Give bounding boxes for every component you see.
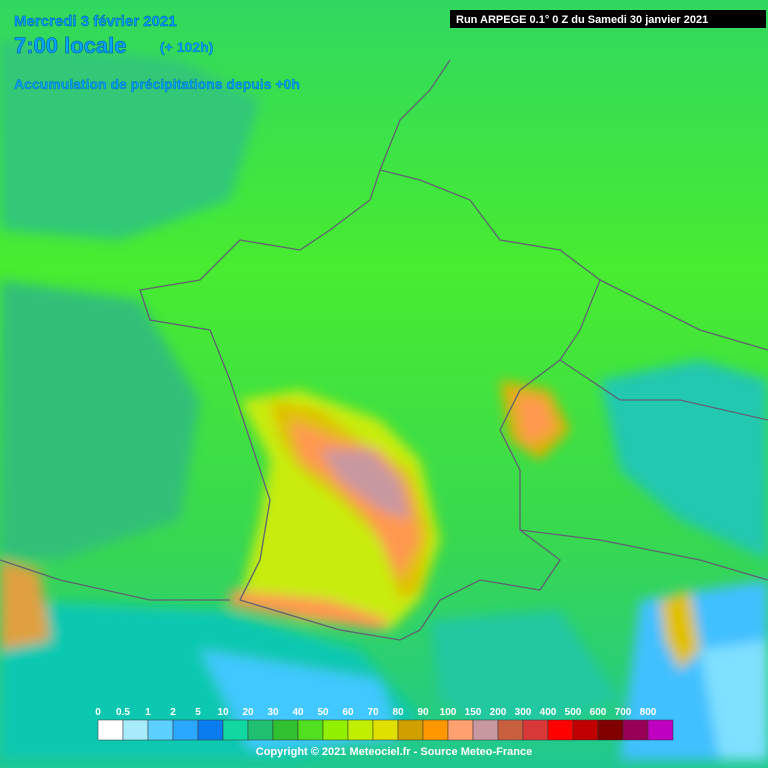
legend-swatch — [472, 719, 499, 741]
legend-label: 80 — [392, 707, 404, 718]
legend-label: 0 — [95, 707, 101, 718]
run-label: Run ARPEGE 0.1° 0 Z du Samedi 30 janvier… — [456, 14, 708, 26]
legend-swatch — [522, 719, 549, 741]
legend-label: 10 — [217, 707, 229, 718]
legend-swatch — [397, 719, 424, 741]
legend-label: 1 — [145, 707, 151, 718]
precip-field — [0, 40, 768, 760]
legend-label: 200 — [490, 707, 507, 718]
legend-swatch — [272, 719, 299, 741]
legend-swatch — [297, 719, 324, 741]
legend-swatch — [622, 719, 649, 741]
legend-swatch — [197, 719, 224, 741]
forecast-time: 7:00 locale — [14, 33, 127, 58]
legend-label: 40 — [292, 707, 304, 718]
legend-label: 100 — [440, 707, 457, 718]
legend-label: 500 — [565, 707, 582, 718]
legend-label: 60 — [342, 707, 354, 718]
legend-swatch — [122, 719, 149, 741]
legend-label: 150 — [465, 707, 482, 718]
legend-label: 5 — [195, 707, 201, 718]
legend-swatch — [572, 719, 599, 741]
forecast-date: Mercredi 3 février 2021 — [14, 13, 177, 30]
legend-label: 600 — [590, 707, 607, 718]
legend-label: 2 — [170, 707, 176, 718]
legend-swatch — [597, 719, 624, 741]
legend-swatch — [322, 719, 349, 741]
legend-swatch — [497, 719, 524, 741]
legend-label: 50 — [317, 707, 329, 718]
legend-swatch — [222, 719, 249, 741]
run-box — [450, 10, 766, 28]
legend-swatch — [147, 719, 174, 741]
legend-swatch — [547, 719, 574, 741]
borders — [0, 59, 768, 641]
legend-swatch — [647, 719, 674, 741]
map-subtitle: Accumulation de précipitations depuis +0… — [14, 76, 300, 92]
legend-swatch — [447, 719, 474, 741]
legend-label: 0.5 — [116, 707, 130, 718]
legend-swatch — [172, 719, 199, 741]
legend-swatch — [347, 719, 374, 741]
legend-swatch — [422, 719, 449, 741]
legend-label: 700 — [615, 707, 632, 718]
legend-label: 20 — [242, 707, 254, 718]
lead-time: (+ 102h) — [160, 39, 213, 55]
legend-swatch — [97, 719, 124, 741]
legend-swatch — [372, 719, 399, 741]
copyright: Copyright © 2021 Meteociel.fr - Source M… — [256, 746, 532, 758]
legend-label: 30 — [267, 707, 279, 718]
legend-label: 70 — [367, 707, 379, 718]
legend: 0 0.5 1 2 5 10 20 30 40 50 60 70 80 90 100 150 200 300 400… — [95, 707, 674, 741]
legend-label: 90 — [417, 707, 429, 718]
legend-label: 400 — [540, 707, 557, 718]
legend-swatch — [247, 719, 274, 741]
legend-label: 300 — [515, 707, 532, 718]
legend-label: 800 — [640, 707, 657, 718]
